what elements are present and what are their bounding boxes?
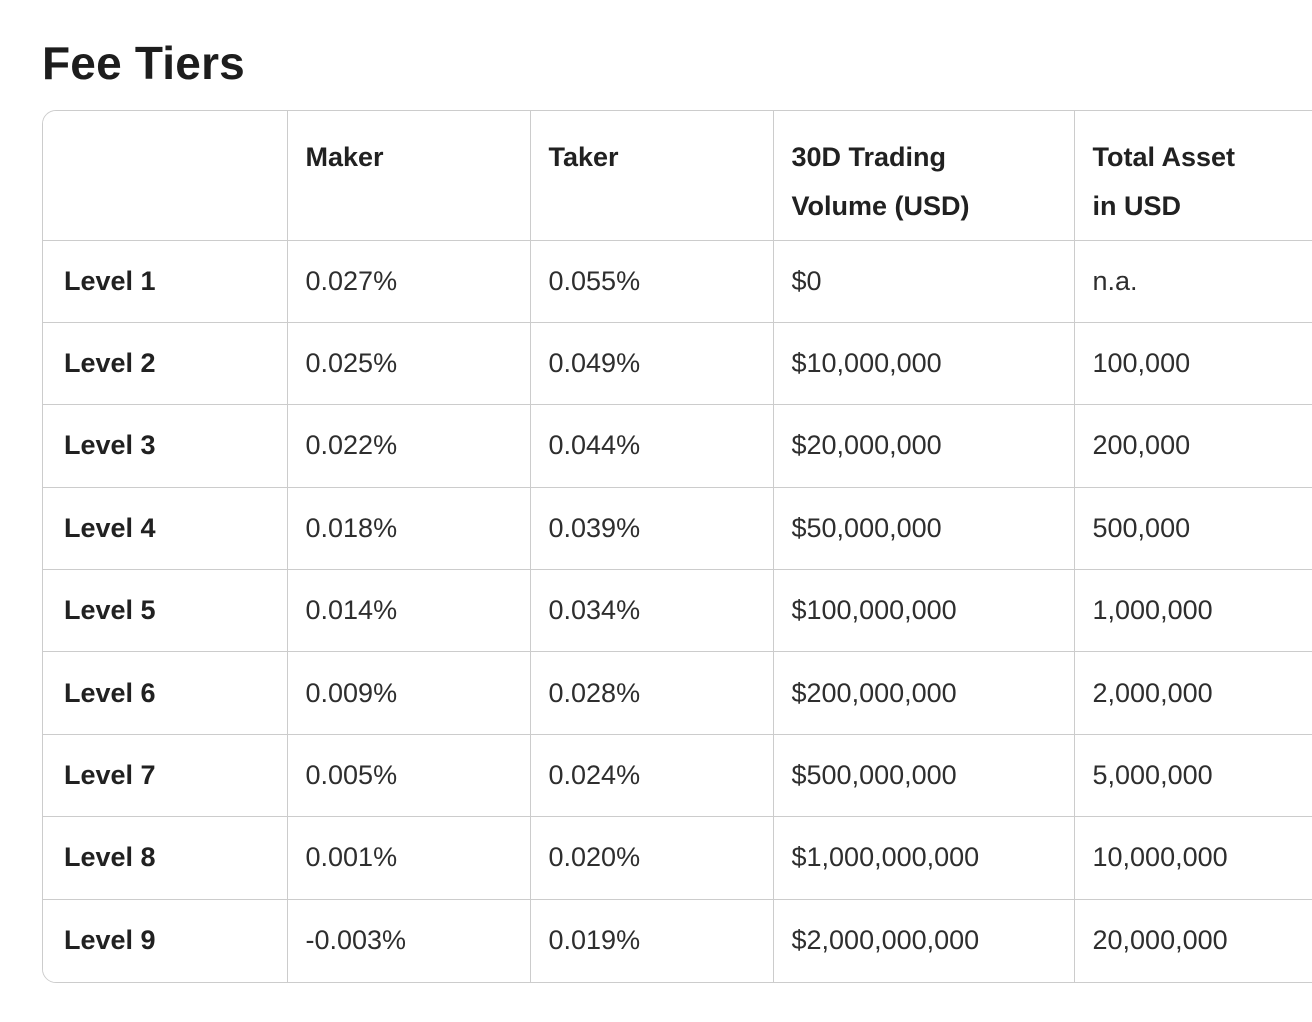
cell-maker: 0.018% (287, 487, 531, 571)
cell-level: Level 3 (43, 404, 288, 488)
cell-total-asset: 5,000,000 (1074, 734, 1312, 818)
table-row: Level 9 -0.003% 0.019% $2,000,000,000 20… (43, 899, 1312, 982)
cell-level: Level 5 (43, 569, 288, 653)
cell-level: Level 4 (43, 487, 288, 571)
column-header-volume: 30D Trading Volume (USD) (773, 111, 1075, 241)
column-header-total-asset: Total Asset in USD (1074, 111, 1312, 241)
cell-total-asset: 200,000 (1074, 404, 1312, 488)
fee-tiers-table-card: Maker Taker 30D Trading Volume (USD) Tot… (42, 110, 1312, 983)
cell-level: Level 8 (43, 816, 288, 900)
cell-total-asset: 2,000,000 (1074, 651, 1312, 735)
cell-taker: 0.034% (530, 569, 774, 653)
column-header-maker: Maker (287, 111, 531, 241)
cell-level: Level 6 (43, 651, 288, 735)
table-row: Level 3 0.022% 0.044% $20,000,000 200,00… (43, 404, 1312, 488)
cell-level: Level 7 (43, 734, 288, 818)
cell-taker: 0.055% (530, 240, 774, 323)
table-row: Level 8 0.001% 0.020% $1,000,000,000 10,… (43, 816, 1312, 900)
cell-maker: 0.027% (287, 240, 531, 323)
cell-level: Level 1 (43, 240, 288, 323)
table-row: Level 1 0.027% 0.055% $0 n.a. (43, 240, 1312, 323)
cell-maker: 0.014% (287, 569, 531, 653)
cell-maker: 0.005% (287, 734, 531, 818)
cell-maker: 0.022% (287, 404, 531, 488)
cell-maker: 0.025% (287, 322, 531, 406)
table-row: Level 7 0.005% 0.024% $500,000,000 5,000… (43, 734, 1312, 818)
cell-taker: 0.049% (530, 322, 774, 406)
cell-total-asset: 1,000,000 (1074, 569, 1312, 653)
column-header-level (43, 111, 288, 241)
cell-maker: 0.009% (287, 651, 531, 735)
column-header-taker: Taker (530, 111, 774, 241)
cell-level: Level 9 (43, 899, 288, 982)
cell-maker: -0.003% (287, 899, 531, 982)
cell-taker: 0.028% (530, 651, 774, 735)
cell-volume: $1,000,000,000 (773, 816, 1075, 900)
cell-total-asset: 500,000 (1074, 487, 1312, 571)
cell-taker: 0.044% (530, 404, 774, 488)
cell-total-asset: n.a. (1074, 240, 1312, 323)
cell-taker: 0.024% (530, 734, 774, 818)
cell-total-asset: 20,000,000 (1074, 899, 1312, 982)
fee-tiers-table: Maker Taker 30D Trading Volume (USD) Tot… (43, 111, 1312, 982)
table-row: Level 2 0.025% 0.049% $10,000,000 100,00… (43, 322, 1312, 406)
header-row: Maker Taker 30D Trading Volume (USD) Tot… (43, 111, 1312, 241)
cell-taker: 0.019% (530, 899, 774, 982)
cell-volume: $2,000,000,000 (773, 899, 1075, 982)
cell-taker: 0.020% (530, 816, 774, 900)
cell-volume: $100,000,000 (773, 569, 1075, 653)
page-title: Fee Tiers (42, 36, 245, 89)
cell-volume: $500,000,000 (773, 734, 1075, 818)
table-row: Level 6 0.009% 0.028% $200,000,000 2,000… (43, 651, 1312, 735)
cell-level: Level 2 (43, 322, 288, 406)
cell-volume: $20,000,000 (773, 404, 1075, 488)
cell-maker: 0.001% (287, 816, 531, 900)
table-row: Level 4 0.018% 0.039% $50,000,000 500,00… (43, 487, 1312, 571)
cell-volume: $10,000,000 (773, 322, 1075, 406)
cell-volume: $0 (773, 240, 1075, 323)
cell-volume: $200,000,000 (773, 651, 1075, 735)
cell-volume: $50,000,000 (773, 487, 1075, 571)
cell-total-asset: 100,000 (1074, 322, 1312, 406)
table-row: Level 5 0.014% 0.034% $100,000,000 1,000… (43, 569, 1312, 653)
cell-taker: 0.039% (530, 487, 774, 571)
cell-total-asset: 10,000,000 (1074, 816, 1312, 900)
